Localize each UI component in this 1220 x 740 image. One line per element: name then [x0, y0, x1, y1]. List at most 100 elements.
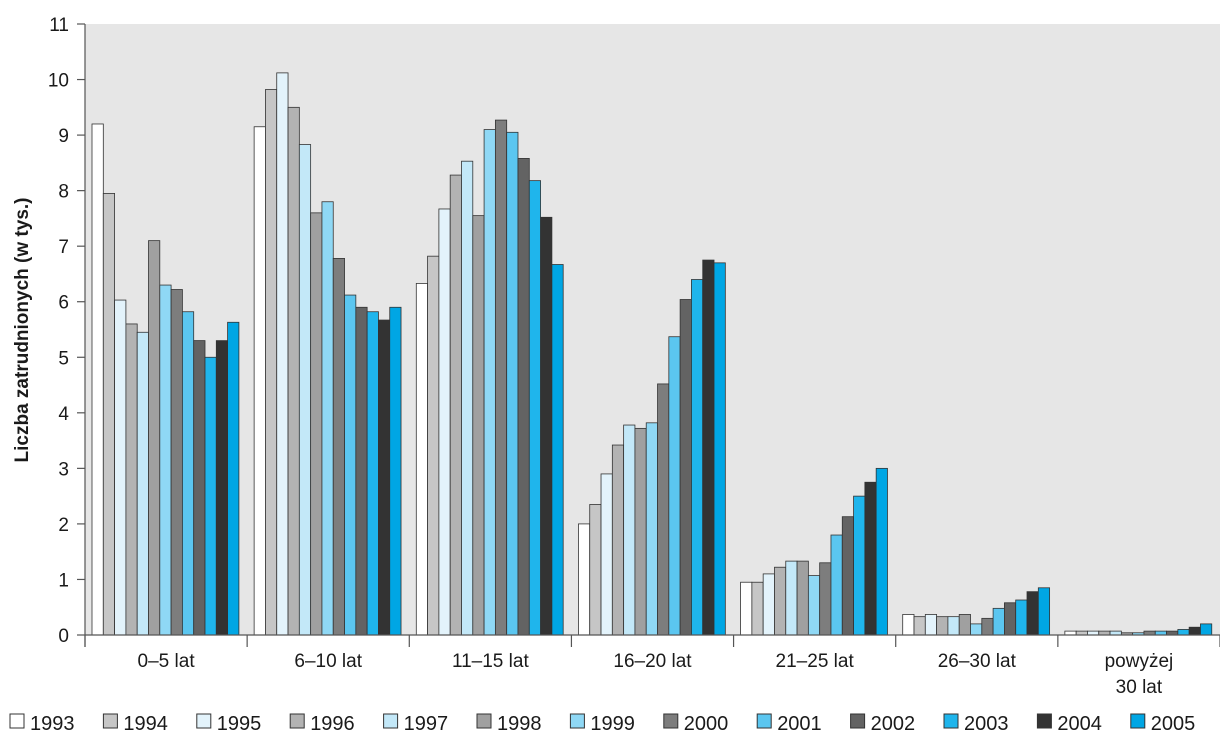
bar-1997-3: [623, 424, 636, 636]
bar-2002-1: [355, 306, 368, 636]
bar-2000-5: [981, 617, 994, 636]
bar-2005-4: [875, 467, 888, 636]
bar-1996-1: [287, 106, 300, 636]
bar-2001-0: [181, 311, 195, 636]
bar-1993-1: [253, 126, 266, 636]
legend-swatch-1999: [569, 713, 585, 729]
x-category-label-4: 21–25 lat: [776, 651, 855, 672]
x-category-label-5: 26–30 lat: [938, 651, 1017, 672]
bar-2004-2: [540, 216, 553, 636]
legend-swatch-2004: [1036, 713, 1052, 729]
bar-1994-5: [913, 616, 926, 636]
legend-label-2001: 2001: [777, 713, 822, 735]
legend-label-2002: 2002: [871, 713, 916, 735]
bar-2005-3: [713, 262, 726, 636]
y-axis-title: Liczba zatrudnionych (w tys.): [12, 198, 33, 463]
y-tick-label-8: 8: [58, 182, 69, 203]
bar-1998-1: [310, 212, 323, 636]
y-tick-label-10: 10: [48, 71, 69, 92]
bar-1998-5: [958, 614, 971, 636]
legend-swatch-2003: [943, 713, 959, 729]
bar-2005-2: [551, 264, 564, 636]
legend-swatch-2001: [756, 713, 772, 729]
legend-label-2003: 2003: [964, 713, 1009, 735]
bar-1998-2: [472, 215, 485, 636]
y-tick-label-11: 11: [49, 15, 69, 36]
y-tick-label-7: 7: [58, 237, 69, 258]
bar-1997-2: [461, 160, 474, 636]
bar-1999-3: [645, 422, 658, 636]
bar-1997-4: [785, 560, 798, 636]
bar-1995-0: [114, 299, 127, 636]
legend-label-1996: 1996: [310, 713, 355, 735]
legend-swatch-2005: [1130, 713, 1146, 729]
x-category-label-1: 6–10 lat: [294, 651, 362, 672]
bar-1994-1: [265, 89, 278, 636]
y-tick-label-5: 5: [58, 348, 69, 369]
legend-swatch-1994: [102, 713, 118, 729]
bar-2003-1: [366, 311, 379, 636]
bar-2002-2: [517, 158, 530, 636]
legend-label-1993: 1993: [30, 713, 75, 735]
bar-1997-5: [947, 616, 960, 636]
bar-2001-1: [344, 294, 357, 636]
bar-2002-4: [841, 516, 854, 636]
bar-1995-5: [924, 614, 938, 636]
y-tick-label-9: 9: [58, 126, 69, 147]
y-tick-label-0: 0: [58, 626, 69, 647]
bar-2004-4: [864, 481, 877, 636]
bar-1996-4: [774, 566, 787, 636]
legend-swatch-2000: [663, 713, 679, 729]
bar-2004-1: [378, 319, 391, 636]
axes-group: 0 1 2 3 4 5 6 7 8 9 10 11 0–5 lat 6–10 lat 11–15 lat 16…: [48, 15, 1220, 698]
bar-2003-3: [691, 279, 704, 636]
bar-2001-5: [992, 607, 1005, 636]
legend-label-1997: 1997: [404, 713, 449, 735]
bar-1999-1: [321, 201, 334, 636]
bar-1996-2: [449, 174, 462, 636]
x-category-label-3: 16–20 lat: [613, 651, 692, 672]
bar-1995-4: [762, 573, 775, 636]
bar-2000-1: [332, 257, 345, 636]
legend-label-1999: 1999: [590, 713, 635, 735]
bar-2001-2: [506, 131, 519, 636]
bar-2000-2: [494, 119, 508, 636]
bar-1997-0: [136, 331, 149, 636]
bar-1993-5: [902, 614, 915, 636]
bar-1994-0: [102, 193, 116, 636]
bar-2005-1: [389, 306, 402, 636]
bar-1999-0: [159, 284, 172, 636]
bar-2004-5: [1026, 591, 1039, 636]
bar-1994-4: [751, 581, 764, 636]
bar-2004-3: [702, 259, 715, 636]
bar-1995-1: [276, 72, 289, 636]
bar-1996-3: [611, 444, 625, 636]
x-category-label-2: 11–15 lat: [452, 651, 529, 672]
legend-swatch-2002: [850, 713, 866, 729]
bar-1993-2: [415, 282, 428, 636]
y-tick-label-6: 6: [58, 293, 69, 314]
bar-2000-4: [819, 562, 832, 636]
bar-2003-4: [853, 495, 866, 636]
y-tick-label-3: 3: [58, 459, 69, 480]
legend-swatch-1993: [9, 713, 25, 729]
bar-2004-6: [1188, 626, 1201, 636]
bar-2000-0: [170, 289, 183, 636]
legend-swatch-1996: [289, 713, 305, 729]
bar-1998-0: [148, 240, 161, 636]
bar-1999-4: [807, 575, 821, 636]
y-tick-label-4: 4: [58, 404, 69, 425]
bar-1993-3: [578, 523, 591, 636]
legend-label-2005: 2005: [1151, 713, 1196, 735]
bar-1995-2: [438, 208, 451, 636]
bar-2001-3: [668, 336, 681, 636]
bar-2002-5: [1004, 602, 1017, 636]
y-tick-label-2: 2: [58, 515, 69, 536]
x-category-label-0: 0–5 lat: [138, 651, 196, 672]
legend-label-2000: 2000: [684, 713, 729, 735]
bar-2004-0: [215, 340, 229, 636]
legend-swatch-1995: [196, 713, 212, 729]
legend-label-1994: 1994: [123, 713, 167, 735]
bar-2005-5: [1037, 587, 1051, 636]
